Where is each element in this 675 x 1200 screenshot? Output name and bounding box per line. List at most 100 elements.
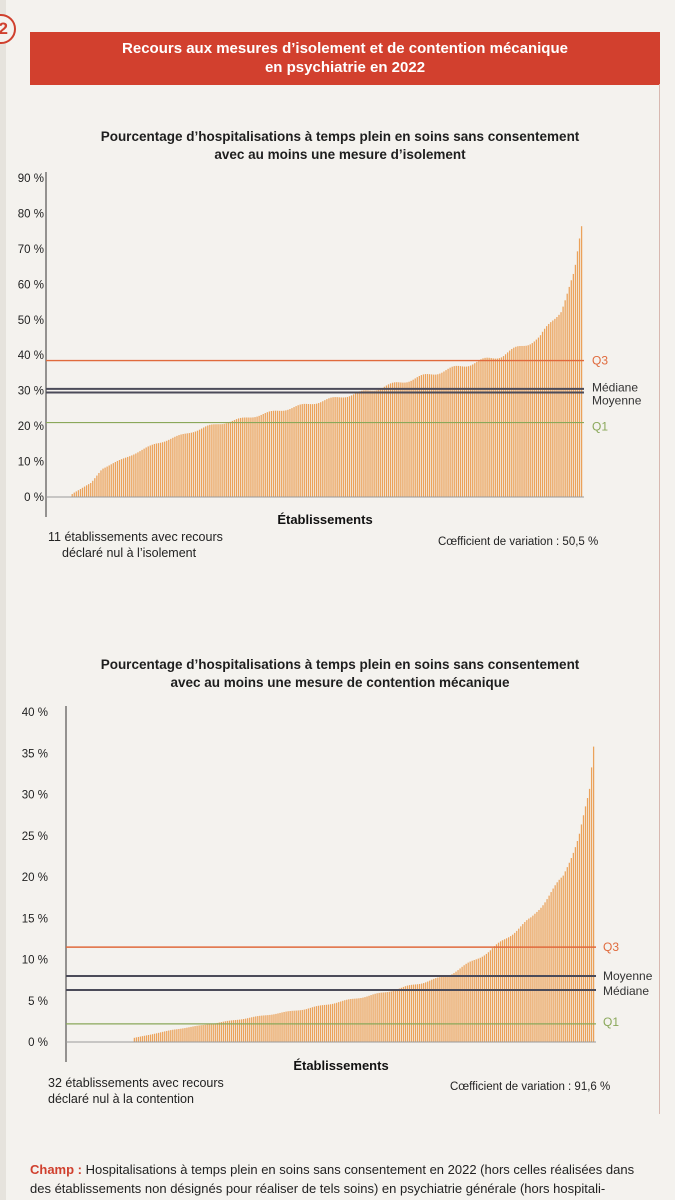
- bar: [249, 1017, 251, 1042]
- bar: [590, 767, 593, 1042]
- bar: [515, 346, 517, 497]
- bar: [410, 984, 413, 1042]
- chart1-coefficient: Cœfficient de variation : 50,5 %: [438, 536, 599, 548]
- bar: [250, 417, 252, 497]
- bar: [465, 366, 468, 497]
- bar: [404, 382, 406, 497]
- bar: [259, 1015, 261, 1042]
- bar: [190, 1026, 192, 1042]
- bar: [254, 417, 256, 497]
- bar: [307, 404, 310, 497]
- bar: [219, 424, 221, 497]
- bar: [521, 345, 523, 497]
- bar: [283, 410, 285, 497]
- bar: [279, 1012, 281, 1042]
- bar: [203, 427, 205, 497]
- bar: [373, 390, 375, 497]
- bar: [481, 956, 483, 1042]
- bar: [309, 1007, 311, 1042]
- bar: [580, 226, 583, 497]
- bar: [285, 410, 287, 497]
- bar: [94, 478, 96, 497]
- bar: [514, 932, 516, 1042]
- bar: [498, 358, 501, 497]
- bar: [178, 435, 180, 497]
- bar: [350, 395, 353, 497]
- bar: [274, 410, 277, 497]
- bar: [301, 404, 303, 497]
- figure-number-badge: 2: [0, 14, 16, 44]
- bar: [133, 1037, 135, 1042]
- footer-line1: Champ : Hospitalisations à temps plein e…: [30, 1160, 675, 1179]
- bar: [423, 983, 425, 1042]
- bar: [155, 443, 158, 497]
- bar: [394, 990, 396, 1042]
- bar: [486, 357, 488, 497]
- bar: [447, 368, 449, 497]
- bar: [473, 960, 475, 1042]
- bar: [346, 999, 348, 1042]
- bar: [114, 462, 116, 497]
- bar: [445, 976, 447, 1042]
- bar: [326, 399, 328, 497]
- bar: [394, 382, 396, 497]
- bar: [172, 1029, 174, 1042]
- bar: [230, 1020, 233, 1042]
- bar: [196, 1025, 198, 1042]
- bar: [192, 432, 195, 497]
- bar: [196, 430, 199, 497]
- bar: [416, 984, 419, 1042]
- bar: [133, 454, 135, 497]
- bar: [584, 806, 587, 1042]
- bar: [552, 320, 554, 497]
- bar: [77, 490, 80, 497]
- bar: [174, 436, 176, 497]
- bar: [242, 1019, 245, 1042]
- bar: [75, 491, 77, 497]
- bar: [287, 409, 289, 497]
- y-tick-label: 70 %: [18, 244, 44, 256]
- bar: [560, 877, 562, 1042]
- bar: [253, 1016, 255, 1042]
- bar: [477, 958, 479, 1042]
- bar: [437, 374, 439, 497]
- bar: [537, 337, 540, 497]
- bar: [214, 1023, 216, 1042]
- bar: [471, 960, 473, 1042]
- bar: [320, 402, 322, 497]
- frame-right-line: [659, 84, 660, 1114]
- bar: [265, 1015, 267, 1042]
- reference-label-q3: Q3: [603, 940, 619, 954]
- bar: [281, 410, 283, 497]
- chart2-coefficient: Cœfficient de variation : 91,6 %: [450, 1081, 611, 1093]
- bar: [492, 358, 494, 497]
- bar: [539, 335, 542, 497]
- bar: [546, 326, 548, 497]
- bar: [586, 798, 589, 1042]
- bar: [554, 885, 556, 1042]
- bar: [582, 815, 585, 1042]
- bar: [263, 1015, 265, 1042]
- bar: [79, 489, 82, 497]
- bar: [220, 1022, 222, 1042]
- bar: [437, 977, 439, 1042]
- bar: [151, 1034, 154, 1042]
- bar: [470, 365, 472, 497]
- y-tick-label: 15 %: [22, 913, 48, 925]
- bar: [295, 406, 297, 497]
- bar: [570, 858, 572, 1042]
- bar: [576, 841, 579, 1042]
- chart2-title-line2: avec au moins une mesure de contention m…: [170, 675, 510, 690]
- bar: [313, 404, 316, 497]
- bar: [495, 944, 498, 1042]
- bar: [212, 1023, 214, 1042]
- bar: [447, 976, 449, 1042]
- bar: [131, 455, 133, 497]
- bar: [496, 358, 499, 497]
- bar: [558, 879, 560, 1042]
- y-tick-label: 20 %: [22, 872, 48, 884]
- bar: [256, 416, 258, 497]
- bar: [338, 1002, 340, 1042]
- bar: [299, 404, 301, 497]
- figure-number: 2: [0, 19, 8, 38]
